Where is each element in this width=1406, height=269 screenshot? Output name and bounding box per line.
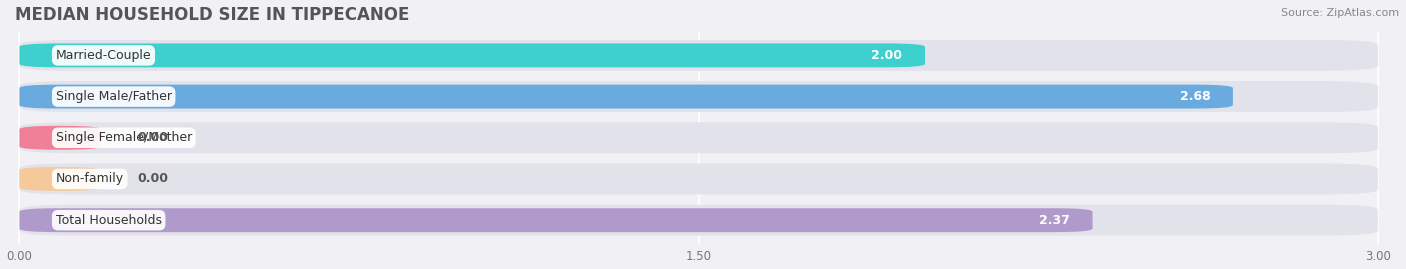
Text: Single Female/Mother: Single Female/Mother: [56, 131, 193, 144]
Text: 2.37: 2.37: [1039, 214, 1070, 227]
Text: MEDIAN HOUSEHOLD SIZE IN TIPPECANOE: MEDIAN HOUSEHOLD SIZE IN TIPPECANOE: [15, 6, 409, 24]
Text: Non-family: Non-family: [56, 172, 124, 185]
FancyBboxPatch shape: [20, 40, 1378, 71]
Text: 2.00: 2.00: [872, 49, 903, 62]
FancyBboxPatch shape: [20, 164, 1378, 194]
Text: Source: ZipAtlas.com: Source: ZipAtlas.com: [1281, 8, 1399, 18]
Text: 0.00: 0.00: [138, 172, 169, 185]
FancyBboxPatch shape: [20, 43, 925, 67]
FancyBboxPatch shape: [20, 126, 101, 150]
FancyBboxPatch shape: [20, 208, 1092, 232]
Text: 2.68: 2.68: [1180, 90, 1211, 103]
FancyBboxPatch shape: [20, 85, 1233, 108]
Text: Single Male/Father: Single Male/Father: [56, 90, 172, 103]
Text: Married-Couple: Married-Couple: [56, 49, 152, 62]
Text: 0.00: 0.00: [138, 131, 169, 144]
FancyBboxPatch shape: [20, 81, 1378, 112]
Text: Total Households: Total Households: [56, 214, 162, 227]
FancyBboxPatch shape: [20, 167, 101, 191]
FancyBboxPatch shape: [20, 122, 1378, 153]
FancyBboxPatch shape: [20, 205, 1378, 236]
